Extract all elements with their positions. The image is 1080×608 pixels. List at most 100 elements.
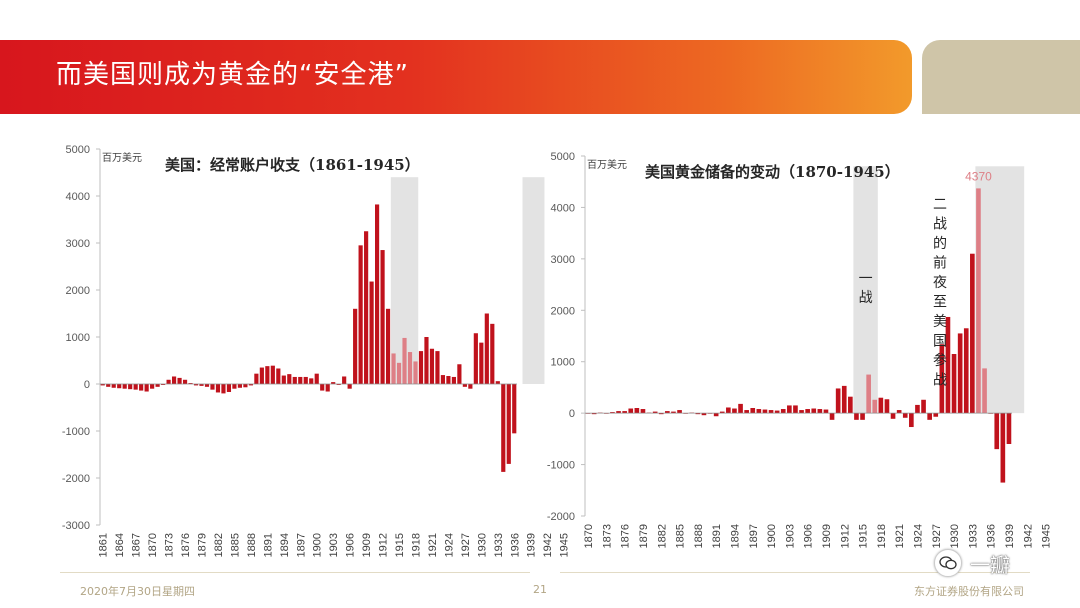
bar-1925 (451, 376, 456, 384)
bar-1908 (358, 245, 363, 384)
bar-1888 (695, 413, 701, 415)
x-tick-label: 1924 (912, 524, 924, 548)
bar-1917 (407, 352, 413, 384)
x-tick-label: 1939 (1004, 524, 1016, 548)
bar-1925 (921, 399, 926, 414)
x-tick-label: 1930 (476, 533, 488, 557)
bar-1932 (490, 323, 495, 384)
bar-1863 (111, 384, 116, 388)
bar-1910 (829, 413, 835, 420)
bar-1885 (677, 410, 682, 414)
bar-1884 (671, 411, 676, 414)
x-tick-label: 1888 (246, 533, 258, 557)
y-tick-label: 5000 (551, 151, 575, 163)
x-tick-label: 1876 (620, 524, 632, 548)
x-tick-label: 1873 (164, 533, 176, 557)
bar-1883 (665, 411, 670, 414)
footer-date: 2020年7月30日星期四 (80, 585, 195, 598)
x-tick-label: 1891 (711, 524, 723, 548)
bar-1881 (210, 384, 215, 390)
annotation-ww2-char: 前 (933, 255, 947, 272)
x-tick-label: 1912 (378, 533, 390, 557)
bar-1932 (963, 328, 969, 414)
bar-1928 (939, 344, 945, 414)
bar-1895 (738, 403, 743, 414)
bar-1933 (970, 253, 975, 414)
x-tick-label: 1885 (675, 524, 687, 548)
bar-1913 (385, 308, 391, 384)
y-tick-label: 4000 (551, 202, 575, 214)
bar-1901 (320, 384, 325, 391)
x-tick-label: 1945 (559, 533, 571, 557)
bar-1912 (841, 385, 847, 414)
company-name: 东方证券股份有限公司 (914, 585, 1024, 598)
bar-1898 (303, 376, 308, 384)
bar-1904 (793, 405, 798, 414)
bar-1914 (391, 353, 396, 384)
bar-1901 (774, 410, 780, 414)
x-tick-label: 1945 (1041, 524, 1053, 548)
bar-1907 (353, 308, 358, 384)
bar-1872 (161, 384, 166, 385)
x-tick-label: 1897 (748, 524, 760, 548)
bar-1922 (435, 351, 440, 384)
bar-1902 (325, 384, 330, 392)
bar-1870 (150, 384, 155, 389)
bar-1893 (276, 368, 281, 384)
bar-1903 (331, 382, 336, 384)
bar-1933 (495, 381, 500, 384)
bar-1929 (945, 316, 951, 414)
annotation-ww2-char: 国 (933, 334, 947, 350)
bar-1880 (204, 384, 210, 387)
bar-1928 (468, 384, 473, 389)
bar-1930 (951, 354, 957, 414)
chart-current-account: 5000 4000 3000 2000 1000 0 -1000 -2000 -3000 1861… (62, 144, 571, 557)
watermark: 一瓣 (934, 548, 1044, 578)
shaded-period-1 (853, 166, 878, 414)
bar-1905 (799, 410, 804, 414)
x-tick-label: 1876 (180, 533, 192, 557)
y-tick-label: 0 (569, 408, 575, 420)
x-tick-label: 1891 (262, 533, 274, 557)
x-tick-label: 1921 (894, 524, 906, 548)
bar-1938 (1000, 413, 1006, 483)
bar-1889 (254, 373, 259, 384)
x-tick-label: 1900 (312, 533, 324, 557)
bar-1877 (188, 383, 193, 384)
bar-1921 (429, 348, 435, 384)
x-tick-label: 1927 (931, 524, 943, 548)
chart-title: 美国黄金储备的变动（1870-1945） (645, 163, 900, 181)
x-tick-label: 1918 (410, 533, 422, 557)
bar-1931 (957, 333, 963, 414)
bar-1934 (501, 384, 506, 472)
x-tick-label: 1933 (967, 524, 979, 548)
bar-1924 (446, 376, 451, 384)
bar-1905 (342, 376, 347, 384)
footer-divider-right (560, 572, 1030, 573)
annotation-ww1-char: 战 (859, 290, 873, 306)
bar-1919 (884, 399, 890, 414)
y-tick-label: -2000 (62, 473, 90, 485)
bar-1878 (193, 384, 199, 386)
x-tick-label: 1909 (821, 524, 833, 548)
bar-1894 (281, 375, 286, 384)
x-tick-label: 1906 (803, 524, 815, 548)
annotation-ww2-char: 美 (933, 314, 947, 330)
y-tick-label: 2000 (66, 285, 90, 297)
x-tick-label: 1882 (213, 533, 225, 557)
bar-1896 (292, 376, 297, 384)
bar-1862 (106, 384, 111, 387)
bar-1892 (270, 365, 275, 384)
y-tick-label: 3000 (551, 254, 575, 266)
bar-1916 (402, 337, 407, 384)
bar-1911 (835, 388, 841, 414)
bar-1876 (182, 379, 188, 384)
bar-1904 (336, 384, 341, 385)
x-tick-label: 1879 (197, 533, 209, 557)
x-tick-label: 1894 (729, 524, 741, 548)
x-tick-label: 1882 (656, 524, 668, 548)
y-tick-label: -3000 (62, 520, 90, 532)
unit-label: 百万美元 (102, 151, 142, 164)
bar-1868 (139, 384, 144, 391)
